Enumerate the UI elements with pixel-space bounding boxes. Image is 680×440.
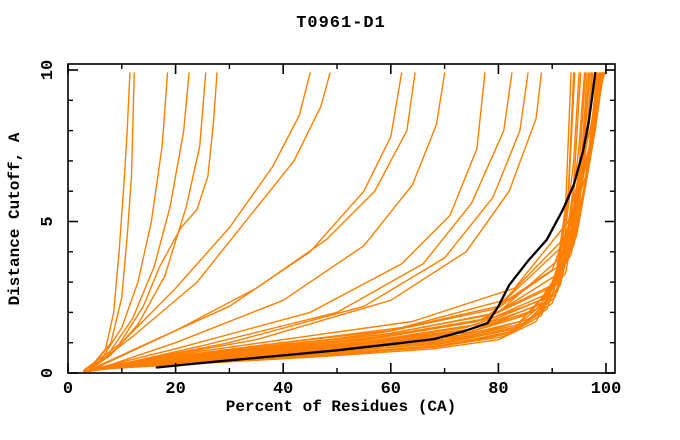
y-tick-label: 0 [39, 368, 58, 378]
x-axis-label: Percent of Residues (CA) [225, 398, 457, 416]
y-tick-label: 10 [39, 60, 58, 80]
model-curve [94, 72, 513, 371]
model-curve [88, 72, 135, 371]
x-tick-label: 60 [381, 380, 401, 399]
y-axis-label: Distance Cutoff, A [6, 132, 24, 306]
model-curve [88, 72, 207, 371]
model-curve [94, 72, 543, 370]
model-curve [94, 72, 446, 371]
x-tick-label: 40 [273, 380, 293, 399]
model-curve [88, 72, 331, 371]
x-tick-label: 80 [488, 380, 508, 399]
x-tick-label: 0 [63, 380, 73, 399]
model-curve [94, 72, 602, 370]
model-curve [94, 72, 605, 371]
reference-curve [155, 71, 597, 369]
model-curve [83, 72, 572, 373]
model-curve [88, 72, 131, 370]
plot-title: T0961-D1 [296, 14, 386, 33]
model-curve [83, 72, 311, 371]
y-tick-label: 5 [39, 216, 58, 226]
x-tick-label: 20 [165, 380, 185, 399]
model-curve [83, 72, 169, 371]
model-curve [94, 72, 416, 370]
model-curve [83, 72, 580, 373]
model-curve [88, 72, 486, 371]
model-curve [88, 72, 529, 371]
plot-frame [67, 63, 616, 374]
x-tick-label: 100 [591, 380, 622, 399]
model-curve [88, 72, 218, 370]
